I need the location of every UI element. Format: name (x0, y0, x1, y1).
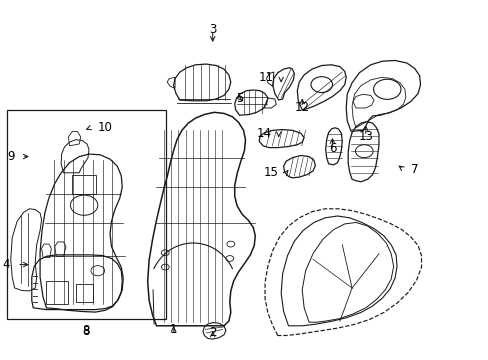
Text: 10: 10 (98, 121, 112, 134)
Text: 9: 9 (7, 150, 15, 163)
Text: 5: 5 (235, 92, 243, 105)
Text: 1: 1 (169, 323, 177, 336)
Bar (72, 175, 96, 194)
Text: 3: 3 (208, 23, 216, 36)
Text: 13: 13 (358, 130, 372, 143)
Text: 14: 14 (256, 127, 271, 140)
Text: 8: 8 (81, 324, 89, 337)
Bar (7, 110, 166, 319)
Text: 2: 2 (208, 326, 216, 339)
Text: 7: 7 (410, 163, 417, 176)
Bar (76, 284, 93, 302)
Text: 15: 15 (264, 166, 278, 179)
Text: 6: 6 (328, 142, 336, 155)
Text: 11: 11 (258, 71, 273, 84)
Text: 8: 8 (81, 325, 89, 338)
Text: 12: 12 (294, 101, 309, 114)
Bar (46, 281, 68, 304)
Text: 4: 4 (2, 258, 10, 271)
